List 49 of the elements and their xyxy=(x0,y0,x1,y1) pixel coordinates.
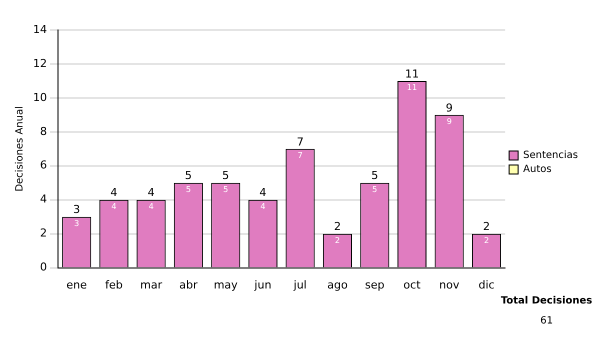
total-label: 5 xyxy=(371,169,378,182)
total-label: 4 xyxy=(259,186,266,200)
total-label: 4 xyxy=(148,186,155,200)
x-tick-label: oct xyxy=(403,278,422,292)
y-tick-label: 12 xyxy=(32,56,47,70)
x-tick-label: feb xyxy=(105,278,123,292)
data-label: 4 xyxy=(111,202,116,211)
data-label: 4 xyxy=(148,202,154,211)
y-tick-label: 2 xyxy=(40,226,47,240)
data-label: 2 xyxy=(484,236,490,245)
data-label: 7 xyxy=(298,150,303,160)
data-label: 5 xyxy=(186,184,191,194)
data-label: 3 xyxy=(74,218,80,228)
x-tick-label: sep xyxy=(364,278,384,292)
text: Total Decisiones xyxy=(500,296,592,307)
y-tick-label: 6 xyxy=(40,158,47,172)
x-tick-label: abr xyxy=(179,278,198,292)
data-label: 11 xyxy=(406,83,418,92)
total-label: 2 xyxy=(483,220,490,234)
legend-label: Autos xyxy=(523,164,552,176)
total-label: 4 xyxy=(110,186,118,200)
x-tick-label: jun xyxy=(253,278,272,292)
total-label: 7 xyxy=(296,135,304,148)
data-label: 9 xyxy=(446,117,452,126)
text: 61 xyxy=(540,316,553,327)
total-label: 9 xyxy=(446,101,453,114)
total-label: 5 xyxy=(184,169,192,182)
total-label: 5 xyxy=(222,169,230,182)
y-tick-label: 8 xyxy=(40,124,47,138)
y-tick-label: 0 xyxy=(40,260,47,274)
x-tick-label: ene xyxy=(66,278,88,292)
data-label: 4 xyxy=(260,202,266,211)
data-label: 5 xyxy=(372,184,378,194)
data-label: 2 xyxy=(334,236,340,245)
y-tick-label: 10 xyxy=(32,90,47,104)
x-tick-label: nov xyxy=(439,278,460,292)
total-label: 11 xyxy=(404,67,419,80)
y-tick-label: 4 xyxy=(40,192,47,206)
data-label: 5 xyxy=(223,184,228,194)
x-tick-label: may xyxy=(214,278,238,292)
total-label: 2 xyxy=(334,220,341,234)
total-label: 3 xyxy=(73,203,80,216)
legend-label: Sentencias xyxy=(523,150,578,162)
x-tick-label: jul xyxy=(292,278,307,292)
y-tick-label: 14 xyxy=(32,22,47,36)
x-tick-label: dic xyxy=(478,278,495,292)
x-tick-label: ago xyxy=(327,278,348,292)
y-axis-title: Decisiones Anual xyxy=(14,106,26,192)
x-tick-label: mar xyxy=(140,278,163,292)
